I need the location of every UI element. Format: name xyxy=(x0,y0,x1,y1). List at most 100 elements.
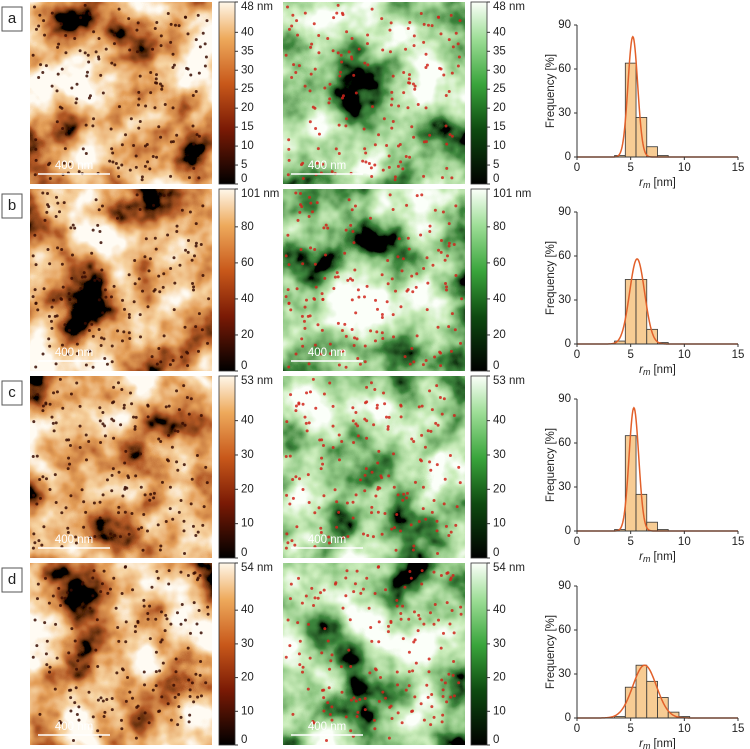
x-tick-label: 5 xyxy=(627,723,633,735)
y-tick-label: 0 xyxy=(565,525,571,537)
axes xyxy=(576,399,738,532)
colorbar xyxy=(218,562,236,746)
colorbar xyxy=(470,562,488,746)
x-axis-label: rm [nm] xyxy=(639,177,676,190)
y-tick-label: 30 xyxy=(558,668,571,680)
y-tick-label: 60 xyxy=(558,437,571,449)
colorbar-tick-label: 20 xyxy=(241,483,254,495)
colorbar xyxy=(470,188,488,372)
panel-label-box xyxy=(1,380,23,406)
pore-markers xyxy=(284,377,462,555)
scale-bar-label: 400 nm xyxy=(55,160,93,172)
pore-markers xyxy=(31,377,209,555)
afm-image xyxy=(29,1,213,185)
colorbar-tick-label: 30 xyxy=(241,449,254,461)
x-tick-label: 10 xyxy=(678,536,691,548)
fit-curve xyxy=(577,406,738,532)
colorbar-tick-label: 0 xyxy=(493,173,499,185)
y-tick-label: 30 xyxy=(558,294,571,306)
panel-label-box xyxy=(1,193,23,219)
x-label-symbol: r xyxy=(639,551,644,563)
x-tick-label: 0 xyxy=(574,536,580,548)
x-label-symbol: r xyxy=(639,364,644,376)
x-axis-label: rm [nm] xyxy=(639,551,676,564)
histogram-bar xyxy=(646,146,658,158)
y-axis-label: Frequency [%] xyxy=(545,615,557,689)
scale-bar-label: 400 nm xyxy=(308,534,346,546)
panel-label: d xyxy=(8,571,16,588)
colorbar-tick-label: 60 xyxy=(493,257,506,269)
x-tick-label: 0 xyxy=(574,162,580,174)
y-tick-label: 90 xyxy=(558,206,571,218)
colorbar xyxy=(218,1,236,185)
colorbar-tick-label: 35 xyxy=(241,45,254,57)
afm-image xyxy=(282,562,466,746)
scale-bar-label: 400 nm xyxy=(55,534,93,546)
colorbar-tick-label: 30 xyxy=(241,638,254,650)
colorbar-tick-label: 54 nm xyxy=(241,562,273,574)
x-tick-label: 10 xyxy=(678,162,691,174)
colorbar-tick-label: 15 xyxy=(493,121,506,133)
colorbar-tick-label: 40 xyxy=(241,293,254,305)
x-label-unit: [nm] xyxy=(653,551,675,563)
y-tick-label: 60 xyxy=(558,63,571,75)
afm-image xyxy=(282,1,466,185)
x-label-subscript: m xyxy=(643,554,651,564)
y-tick-label: 0 xyxy=(565,151,571,163)
afm-image xyxy=(29,375,213,559)
x-tick-label: 5 xyxy=(627,162,633,174)
colorbar-tick-label: 0 xyxy=(241,173,247,185)
colorbar-tick-label: 20 xyxy=(493,102,506,114)
afm-image xyxy=(282,375,466,559)
colorbar-tick-label: 40 xyxy=(241,26,254,38)
panel-label: c xyxy=(8,384,16,401)
colorbar-tick-label: 40 xyxy=(241,415,254,427)
scale-bar-label: 400 nm xyxy=(55,721,93,733)
x-label-subscript: m xyxy=(643,741,651,749)
colorbar-tick-label: 30 xyxy=(493,638,506,650)
colorbar-tick-label: 5 xyxy=(493,159,499,171)
colorbar-tick-label: 101 nm xyxy=(241,188,279,200)
x-label-unit: [nm] xyxy=(653,364,675,376)
x-label-subscript: m xyxy=(643,180,651,190)
y-tick-label: 90 xyxy=(558,19,571,31)
x-tick-label: 10 xyxy=(678,723,691,735)
scale-bar-label: 400 nm xyxy=(308,721,346,733)
colorbar-tick-label: 25 xyxy=(493,83,506,95)
y-tick-label: 60 xyxy=(558,250,571,262)
colorbar-tick-label: 40 xyxy=(241,604,254,616)
colorbar-tick-label: 30 xyxy=(493,64,506,76)
axes xyxy=(576,212,738,345)
colorbar-tick-label: 20 xyxy=(241,672,254,684)
y-tick-label: 90 xyxy=(558,393,571,405)
panel-label: b xyxy=(8,197,16,214)
afm-image xyxy=(29,562,213,746)
colorbar-tick-label: 25 xyxy=(241,83,254,95)
panel-label-box xyxy=(1,567,23,593)
pore-markers xyxy=(284,3,462,182)
histogram-bar xyxy=(635,279,648,345)
axes xyxy=(576,25,738,158)
scale-bar-label: 400 nm xyxy=(308,160,346,172)
colorbar xyxy=(470,1,488,185)
panel-label: a xyxy=(8,10,17,27)
colorbar-tick-label: 0 xyxy=(241,360,247,372)
y-tick-label: 30 xyxy=(558,481,571,493)
panel-label-box xyxy=(1,6,23,32)
colorbar-tick-label: 101 nm xyxy=(493,188,531,200)
pore-markers xyxy=(31,191,211,369)
x-label-subscript: m xyxy=(643,367,651,377)
x-tick-label: 5 xyxy=(627,349,633,361)
x-tick-label: 0 xyxy=(574,349,580,361)
x-label-symbol: r xyxy=(639,738,644,749)
colorbar-tick-label: 60 xyxy=(241,257,254,269)
x-tick-label: 0 xyxy=(574,723,580,735)
colorbar-tick-label: 10 xyxy=(493,518,506,530)
colorbar-tick-label: 30 xyxy=(241,64,254,76)
fit-curve xyxy=(577,35,738,158)
colorbar xyxy=(218,188,236,372)
colorbar-tick-label: 53 nm xyxy=(493,375,525,387)
x-label-symbol: r xyxy=(639,177,644,189)
colorbar-tick-label: 80 xyxy=(241,221,254,233)
pore-markers xyxy=(31,3,209,182)
